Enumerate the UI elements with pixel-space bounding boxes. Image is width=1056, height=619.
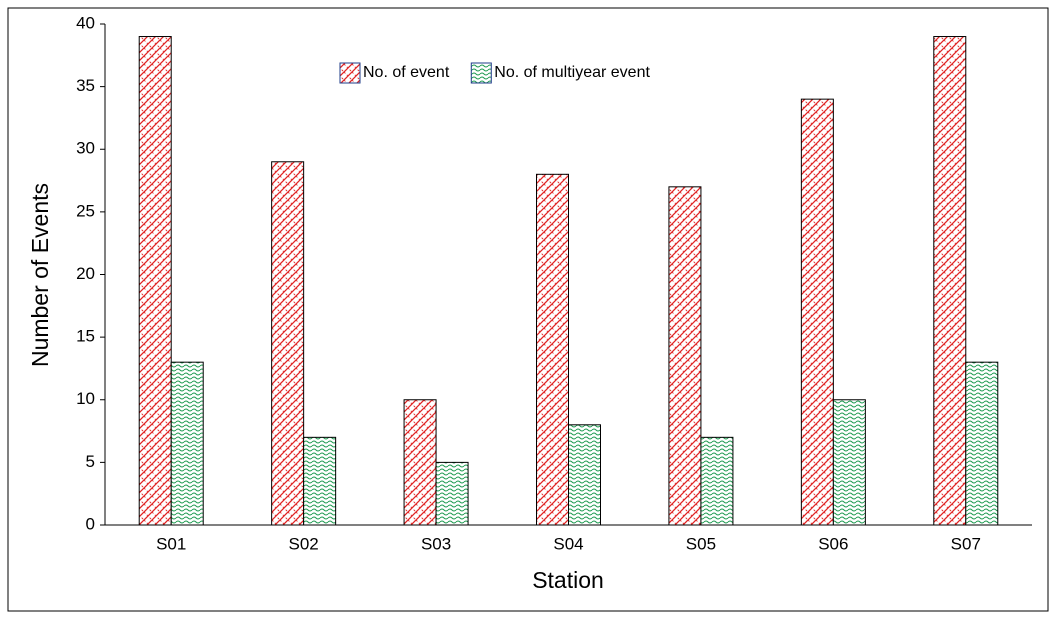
y-tick-label: 35 <box>76 76 95 95</box>
bar <box>568 424 601 526</box>
y-tick-label: 0 <box>86 514 95 533</box>
bar <box>965 361 999 526</box>
x-tick-label: S01 <box>156 534 186 553</box>
x-tick-label: S03 <box>421 534 451 553</box>
bar <box>138 36 172 526</box>
y-tick-label: 40 <box>76 13 95 32</box>
bar <box>303 436 337 526</box>
y-axis-title: Number of Events <box>27 183 53 367</box>
bar <box>536 173 569 526</box>
y-tick-label: 15 <box>76 327 95 346</box>
x-tick-label: S04 <box>553 534 583 553</box>
x-tick-label: S02 <box>289 534 319 553</box>
bar <box>700 436 734 526</box>
bar <box>832 399 866 526</box>
y-tick-label: 25 <box>76 201 95 220</box>
x-axis-title: Station <box>532 567 604 593</box>
bar <box>403 399 437 526</box>
bar <box>933 36 967 526</box>
bar <box>668 186 702 526</box>
y-tick-label: 10 <box>76 389 95 408</box>
bar <box>435 461 469 526</box>
y-tick-label: 30 <box>76 139 95 158</box>
x-tick-label: S06 <box>818 534 848 553</box>
legend-swatch <box>470 62 492 84</box>
legend-swatch <box>339 62 361 84</box>
bar <box>800 98 834 526</box>
bar <box>271 161 305 526</box>
x-tick-label: S05 <box>686 534 716 553</box>
legend-label: No. of event <box>363 64 450 81</box>
legend-label: No. of multiyear event <box>494 64 650 81</box>
y-tick-label: 20 <box>76 264 95 283</box>
x-tick-label: S07 <box>951 534 981 553</box>
bar <box>170 361 204 526</box>
y-tick-label: 5 <box>86 452 95 471</box>
